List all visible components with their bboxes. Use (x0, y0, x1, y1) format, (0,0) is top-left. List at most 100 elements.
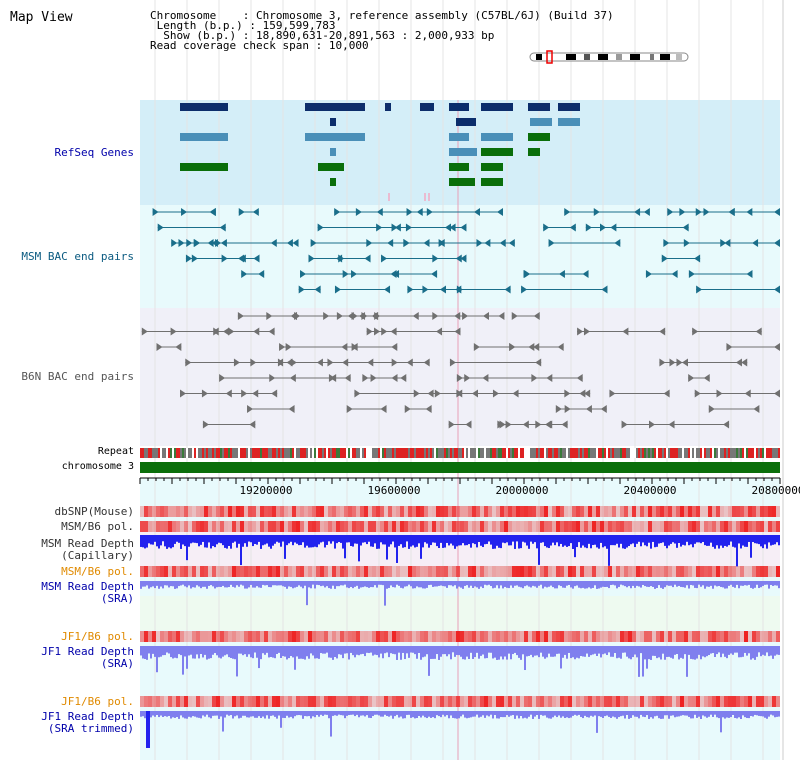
msm-b6-pol-2-cell (412, 566, 416, 577)
jf1-depth-sra-bar (748, 646, 750, 654)
track-label-msm-depth-capillary[interactable]: MSM Read Depth (Capillary) (20, 538, 134, 562)
msm-depth-cap-bar (754, 535, 756, 544)
track-label-msm-b6-pol[interactable]: MSM/B6 pol. (61, 520, 134, 533)
show-label: Show (b.p.) (163, 29, 237, 42)
repeat-segment (156, 448, 158, 458)
jf1-b6-pol-cell (240, 631, 244, 642)
msm-depth-sra-bar (550, 581, 552, 586)
track-label-refseq[interactable]: RefSeq Genes (54, 146, 134, 159)
msm-depth-sra-bar (652, 581, 654, 587)
msm-bac-pair-end (473, 208, 480, 216)
msm-depth-cap-bar (684, 535, 686, 546)
msm-depth-cap-bar (632, 535, 634, 544)
msm-depth-sra-bar (634, 581, 636, 588)
jf1-b6-pol-cell (716, 631, 720, 642)
msm-b6-pol-2-cell (672, 566, 676, 577)
repeat-segment (214, 448, 216, 458)
jf1-depth-sra-bar (720, 646, 722, 658)
msm-depth-sra-bar (338, 581, 340, 587)
jf1-depth-trim-bar (568, 711, 570, 719)
track-label-msm-b6-pol-2[interactable]: MSM/B6 pol. (61, 565, 134, 578)
jf1-b6-pol-cell (520, 631, 524, 642)
dbsnp-cell (180, 506, 184, 517)
msm-b6-pol-2-cell (600, 566, 604, 577)
track-label-jf1-b6-pol-2[interactable]: JF1/B6 pol. (61, 695, 134, 708)
dbsnp-cell (628, 506, 632, 517)
msm-bac-pair-end (431, 270, 438, 278)
jf1-depth-sra-bar (438, 646, 440, 660)
dbsnp-cell (428, 506, 432, 517)
msm-depth-cap-bar (422, 535, 424, 548)
repeat-segment (472, 448, 474, 458)
msm-depth-sra-bar (410, 581, 412, 587)
dbsnp-cell (344, 506, 348, 517)
track-label-b6n-bac[interactable]: B6N BAC end pairs (21, 370, 134, 383)
repeat-segment (614, 448, 616, 458)
msm-b6-pol-2-cell (384, 566, 388, 577)
jf1-depth-sra-bar (396, 646, 398, 660)
msm-depth-sra-bar (650, 581, 652, 587)
jf1-depth-sra-bar (460, 646, 462, 657)
jf1-depth-trim-bar (734, 711, 736, 718)
jf1-depth-trim-bar (258, 711, 260, 717)
track-label-msm-bac[interactable]: MSM BAC end pairs (21, 250, 134, 263)
msm-b6-pol-2-cell (720, 566, 724, 577)
msm-b6-pol-2-cell (564, 566, 568, 577)
msm-depth-sra-bar (210, 581, 212, 586)
repeat-segment (266, 448, 268, 458)
jf1-depth-trim-bar (310, 711, 312, 719)
msm-depth-sra-bar (490, 581, 492, 587)
jf1-depth-trim-bar (718, 711, 720, 719)
repeat-segment (488, 448, 490, 458)
dbsnp-cell (544, 506, 548, 517)
jf1-depth-sra-bar (630, 646, 632, 660)
jf1-b6-pol-2-cell (172, 696, 176, 707)
b6n-bac-pair-end (621, 420, 628, 429)
jf1-depth-trim-bar (608, 711, 610, 717)
jf1-depth-trim-bar (284, 711, 286, 719)
jf1-b6-pol-2-cell (680, 696, 684, 707)
jf1-b6-pol-2-cell (444, 696, 448, 707)
jf1-depth-sra-bar (528, 646, 530, 656)
msm-b6-pol-2-cell (516, 566, 520, 577)
repeat-segment (650, 448, 652, 458)
msm-depth-cap-bar (504, 535, 506, 544)
dbsnp-cell (212, 506, 216, 517)
jf1-depth-trim-bar (750, 711, 752, 716)
dbsnp-cell (188, 506, 192, 517)
jf1-depth-sra-bar (142, 646, 144, 659)
msm-b6-pol-cell (600, 521, 604, 532)
msm-depth-sra-bar (146, 581, 148, 586)
ideogram-band (584, 54, 590, 60)
jf1-b6-pol-2-cell (540, 696, 544, 707)
repeat-segment (684, 448, 686, 458)
track-label-jf1-depth-trimmed[interactable]: JF1 Read Depth (SRA trimmed) (20, 711, 134, 735)
repeat-segment (674, 448, 676, 458)
dbsnp-cell (300, 506, 304, 517)
dbsnp-cell (240, 506, 244, 517)
jf1-b6-pol-2-cell (632, 696, 636, 707)
jf1-b6-pol-cell (616, 631, 620, 642)
msm-bac-pair-end (384, 285, 391, 294)
jf1-b6-pol-2-cell (460, 696, 464, 707)
dbsnp-cell (364, 506, 368, 517)
repeat-segment (604, 448, 606, 458)
repeat-segment (242, 448, 244, 458)
dbsnp-cell (184, 506, 188, 517)
dbsnp-cell (380, 506, 384, 517)
msm-b6-pol-cell (440, 521, 444, 532)
msm-depth-cap-bar (606, 535, 608, 549)
jf1-depth-trim-bar (304, 711, 306, 717)
track-label-jf1-b6-pol[interactable]: JF1/B6 pol. (61, 630, 134, 643)
track-label-jf1-depth-sra[interactable]: JF1 Read Depth (SRA) (20, 646, 134, 670)
msm-b6-pol-2-cell (692, 566, 696, 577)
track-label-dbsnp[interactable]: dbSNP(Mouse) (54, 505, 134, 518)
track-label-msm-depth-sra[interactable]: MSM Read Depth (SRA) (20, 581, 134, 605)
repeat-segment (476, 448, 478, 458)
msm-depth-sra-bar (762, 581, 764, 586)
dbsnp-cell (608, 506, 612, 517)
msm-b6-pol-cell (188, 521, 192, 532)
repeat-segment (742, 448, 744, 458)
jf1-b6-pol-2-cell (408, 696, 412, 707)
repeat-segment (418, 448, 420, 458)
